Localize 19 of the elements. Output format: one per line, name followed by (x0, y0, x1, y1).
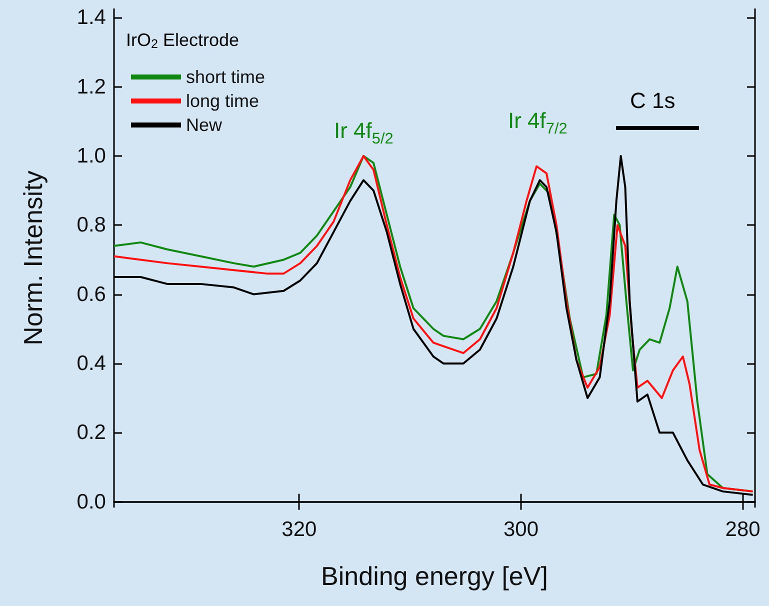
y-tick-label: 0.6 (76, 282, 106, 306)
x-tick-label: 300 (503, 518, 539, 541)
annotation: Ir 4f$_{5/2}$ (334, 118, 394, 148)
legend-label: long time (186, 91, 260, 111)
legend-label: short time (186, 67, 266, 87)
y-tick-label: 0.0 (76, 490, 106, 514)
y-tick-label: 1.0 (76, 144, 106, 168)
x-axis-title: Binding energy [eV] (321, 561, 548, 591)
legend-label: New (186, 115, 224, 135)
annotation: Ir 4f$_{7/2}$ (508, 108, 568, 138)
annotation: C 1s (630, 88, 676, 114)
x-tick-label: 280 (725, 518, 760, 541)
y-tick-label: 1.2 (76, 75, 106, 98)
y-axis-title: Norm. Intensity (18, 170, 48, 346)
y-tick-label: 0.8 (76, 214, 106, 237)
y-tick-label: 0.2 (76, 421, 106, 444)
y-tick-label: 1.4 (76, 6, 106, 30)
x-tick-label: 320 (282, 518, 317, 541)
y-tick-label: 0.4 (76, 352, 106, 375)
